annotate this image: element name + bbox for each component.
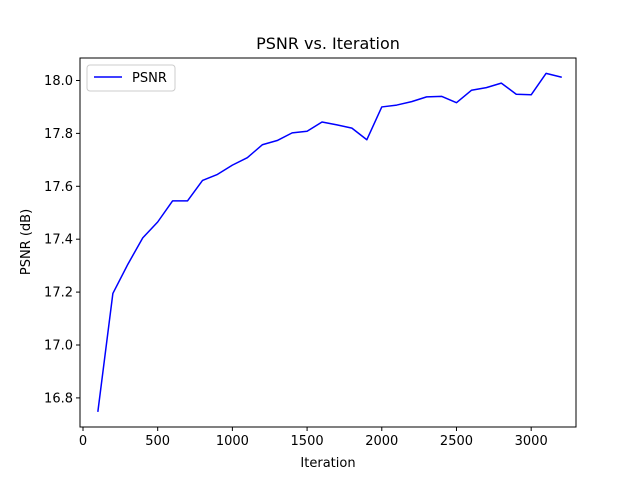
chart-title: PSNR vs. Iteration (256, 34, 400, 53)
x-tick-label: 0 (79, 434, 87, 449)
plot-area: 0 500 1000 1500 2000 2500 3000 16.8 17.0 17.2 17.… (44, 57, 577, 449)
x-tick-label: 2500 (440, 434, 473, 449)
y-axis-ticks: 16.8 17.0 17.2 17.4 17.6 17.8 18.0 (44, 74, 80, 406)
legend-label-psnr: PSNR (132, 71, 167, 86)
y-tick-label: 17.2 (44, 286, 73, 301)
y-axis-label: PSNR (dB) (19, 209, 34, 275)
series-layer (97, 72, 562, 412)
y-tick-label: 17.6 (44, 180, 73, 195)
x-tick-label: 2000 (365, 434, 398, 449)
y-tick-label: 16.8 (44, 391, 73, 406)
series-line-psnr (97, 72, 562, 412)
axes-frame (79, 57, 577, 428)
legend: PSNR (86, 64, 176, 92)
x-tick-label: 1500 (291, 434, 324, 449)
x-tick-label: 3000 (515, 434, 548, 449)
x-tick-label: 500 (145, 434, 170, 449)
y-tick-label: 18.0 (44, 74, 73, 89)
x-tick-label: 1000 (216, 434, 249, 449)
legend-box (86, 64, 176, 92)
y-tick-label: 17.8 (44, 127, 73, 142)
x-axis-label: Iteration (300, 456, 355, 471)
y-tick-label: 17.4 (44, 233, 73, 248)
x-axis-ticks: 0 500 1000 1500 2000 2500 3000 (79, 427, 548, 449)
y-tick-label: 17.0 (44, 339, 73, 354)
